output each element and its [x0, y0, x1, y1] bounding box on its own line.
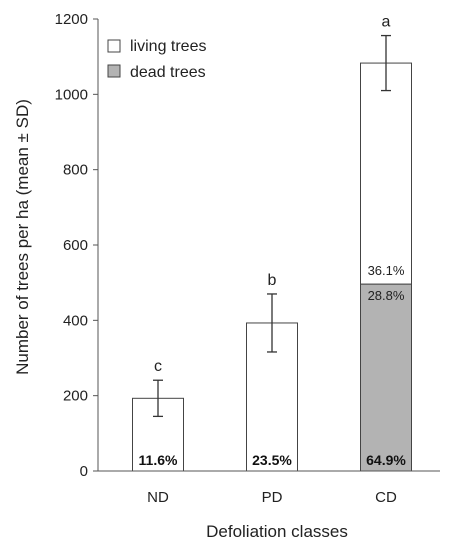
bar-dead: [360, 283, 412, 472]
legend-label-living: living trees: [130, 38, 206, 55]
y-axis: 0 200 400 600 800 1000 1200: [55, 11, 99, 480]
y-tick-label: 1200: [55, 11, 88, 28]
legend-swatch-living: [107, 39, 121, 53]
significance-letter: a: [382, 14, 391, 31]
x-tick-label: PD: [262, 489, 283, 506]
x-axis-title: Defoliation classes: [206, 522, 348, 541]
legend-swatch-dead: [107, 64, 121, 78]
x-axis: ND PD CD: [98, 470, 440, 506]
legend: living trees dead trees: [107, 38, 206, 81]
y-tick-label: 800: [63, 162, 88, 179]
y-tick-label: 1000: [55, 86, 88, 103]
living-share-label: 36.1%: [368, 263, 405, 278]
x-tick-label: CD: [375, 489, 397, 506]
y-axis-title: Number of trees per ha (mean ± SD): [13, 99, 32, 375]
y-tick-label: 0: [80, 463, 88, 480]
bar-bottom-label: 23.5%: [252, 452, 292, 468]
y-tick-label: 400: [63, 312, 88, 329]
bars: c 11.6% b 23.5% a 64.9% 36.1% 28.8%: [132, 14, 412, 472]
bar-living: [360, 62, 412, 285]
significance-letter: b: [268, 272, 277, 289]
x-tick-label: ND: [147, 489, 169, 506]
y-tick-label: 600: [63, 237, 88, 254]
significance-letter: c: [154, 358, 162, 375]
dead-share-label: 28.8%: [368, 288, 405, 303]
bar-bottom-label: 64.9%: [366, 452, 406, 468]
y-tick-label: 200: [63, 388, 88, 405]
bar-bottom-label: 11.6%: [139, 452, 178, 468]
legend-label-dead: dead trees: [130, 64, 206, 81]
